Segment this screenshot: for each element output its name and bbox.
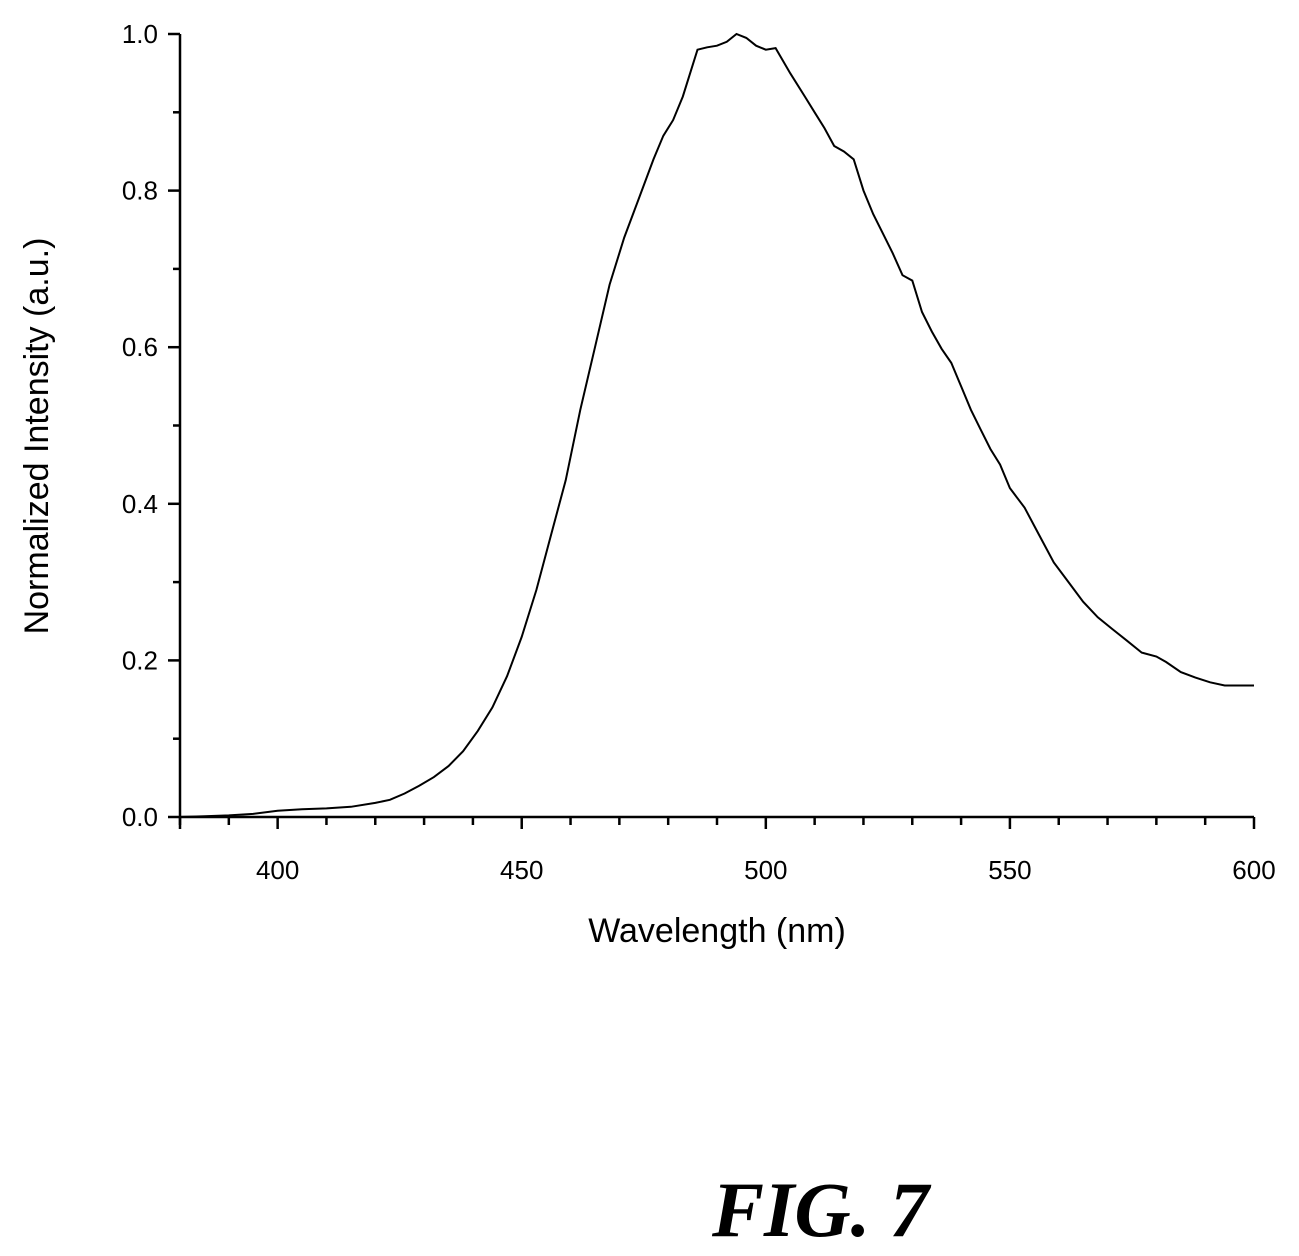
y-tick-label: 0.0 xyxy=(122,802,158,832)
x-tick-label: 400 xyxy=(256,855,299,885)
series-line xyxy=(179,32,1254,818)
x-tick-label: 600 xyxy=(1232,855,1275,885)
x-axis-title: Wavelength (nm) xyxy=(588,912,846,950)
x-tick-label: 500 xyxy=(744,855,787,885)
x-tick-label: 550 xyxy=(988,855,1031,885)
y-tick-label: 0.2 xyxy=(122,645,158,675)
figure-label: FIG. 7 xyxy=(712,1166,929,1253)
y-tick-label: 0.4 xyxy=(122,489,158,519)
y-tick-label: 0.8 xyxy=(122,176,158,206)
x-tick-label: 450 xyxy=(500,855,543,885)
y-tick-label: 0.6 xyxy=(122,332,158,362)
y-axis-ticks: 0.0 0.2 0.4 0.6 0.8 1.0 xyxy=(122,19,180,832)
y-axis-title: Normalized Intensity (a.u.) xyxy=(18,238,56,635)
y-tick-label: 1.0 xyxy=(122,19,158,49)
x-axis-ticks: 400 450 500 550 600 xyxy=(178,817,1276,885)
